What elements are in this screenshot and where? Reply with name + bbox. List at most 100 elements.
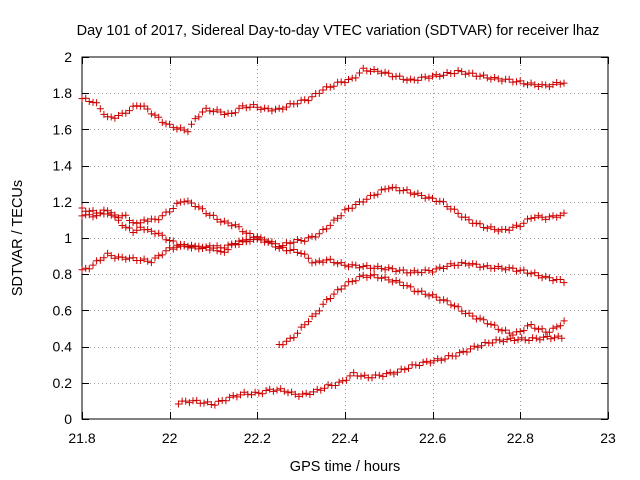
data-point <box>532 334 540 342</box>
data-point <box>392 277 400 284</box>
data-point <box>231 241 239 249</box>
y-tick-label: 0.6 <box>53 302 73 318</box>
data-point <box>228 222 236 230</box>
data-point <box>173 125 181 133</box>
data-point <box>399 75 407 83</box>
data-point <box>251 388 259 396</box>
data-point <box>560 279 568 287</box>
data-point <box>166 244 174 252</box>
data-point <box>330 290 338 298</box>
data-point <box>385 69 393 77</box>
data-point <box>441 355 449 363</box>
data-point <box>363 195 371 203</box>
data-point <box>313 385 321 393</box>
data-point <box>443 203 451 211</box>
data-point <box>496 336 504 344</box>
data-point <box>516 77 524 85</box>
data-point <box>483 74 491 82</box>
data-point <box>111 211 119 219</box>
y-tick-label: 1.2 <box>53 194 73 210</box>
data-point <box>209 211 217 219</box>
x-tick-label: 22.6 <box>419 430 446 446</box>
data-point <box>425 74 433 82</box>
data-point <box>545 213 553 221</box>
data-point <box>502 225 510 233</box>
data-point <box>480 316 488 324</box>
data-point <box>273 386 281 394</box>
data-point <box>560 209 568 217</box>
data-point <box>185 399 193 407</box>
data-point <box>96 256 104 264</box>
data-point <box>553 323 561 331</box>
data-point <box>335 378 343 386</box>
data-point <box>323 296 331 304</box>
data-point <box>111 114 119 122</box>
data-point <box>403 76 411 84</box>
data-point <box>436 72 444 80</box>
data-point <box>394 368 401 376</box>
data-point <box>290 238 298 246</box>
data-point <box>361 371 369 379</box>
data-point <box>228 110 236 117</box>
data-point <box>155 113 163 121</box>
data-point <box>469 69 477 77</box>
data-point <box>213 242 221 250</box>
data-point <box>421 73 429 81</box>
data-point <box>107 113 115 121</box>
data-point <box>458 259 466 267</box>
data-point <box>410 287 418 295</box>
data-point <box>407 283 415 291</box>
data-point <box>363 273 371 281</box>
data-point <box>534 83 542 90</box>
data-point <box>195 113 203 121</box>
data-point <box>286 334 294 342</box>
data-point <box>301 237 309 245</box>
data-point <box>202 244 210 251</box>
data-point <box>246 235 254 243</box>
y-tick-label: 0.8 <box>53 266 73 282</box>
data-point <box>290 246 298 253</box>
data-point <box>509 223 517 231</box>
data-point <box>242 104 250 112</box>
y-tick-label: 1.4 <box>53 158 73 174</box>
data-point <box>136 223 144 231</box>
data-point <box>558 334 566 342</box>
data-point <box>534 272 542 280</box>
data-point <box>246 103 254 111</box>
data-point <box>312 233 320 241</box>
data-point <box>430 357 438 365</box>
data-point <box>388 265 396 273</box>
data-point <box>188 241 195 249</box>
data-point <box>467 345 474 353</box>
data-point <box>520 80 528 88</box>
data-point <box>288 388 296 396</box>
data-point <box>177 240 185 248</box>
data-point <box>516 223 524 231</box>
data-point <box>547 335 555 343</box>
data-point <box>326 255 334 263</box>
data-point <box>255 389 263 397</box>
data-point <box>291 390 299 398</box>
data-point <box>461 213 469 221</box>
data-point <box>144 217 152 225</box>
data-point <box>93 257 101 265</box>
data-point <box>308 259 316 267</box>
data-point <box>299 390 307 398</box>
data-point <box>206 246 214 254</box>
data-point <box>410 267 418 275</box>
data-point <box>129 254 137 262</box>
series-satellite-5 <box>275 271 568 349</box>
data-point <box>527 321 535 328</box>
data-point <box>268 107 276 115</box>
data-point <box>341 261 349 269</box>
data-point <box>520 219 528 227</box>
data-point <box>326 295 334 302</box>
data-point <box>100 254 108 262</box>
data-point <box>240 388 248 396</box>
data-point <box>293 236 301 243</box>
data-point <box>381 68 389 76</box>
data-point <box>174 400 182 408</box>
data-point <box>262 387 270 394</box>
data-point <box>502 326 510 334</box>
